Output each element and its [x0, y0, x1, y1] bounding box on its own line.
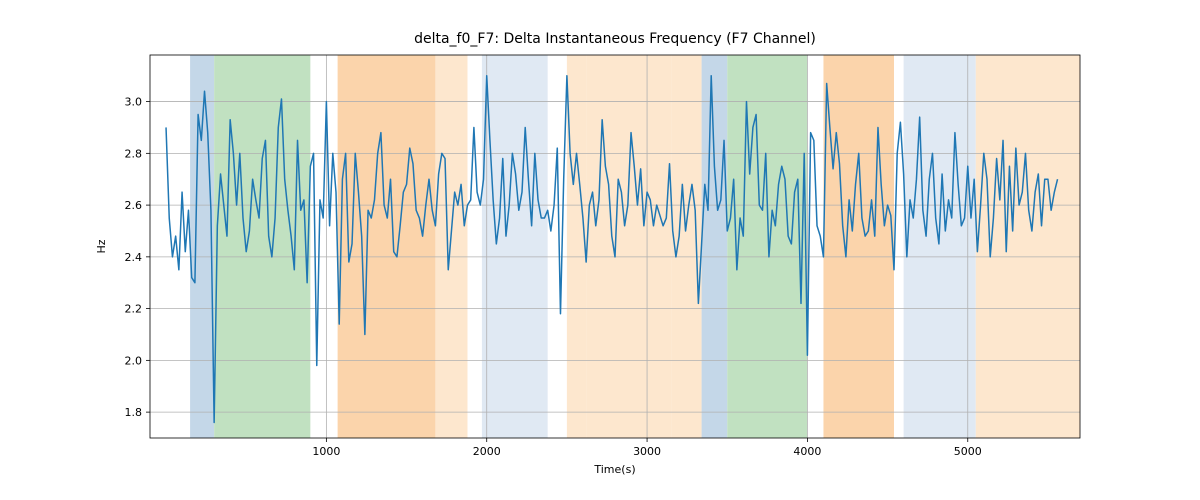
region [567, 55, 586, 438]
y-tick-label: 2.4 [125, 251, 143, 264]
y-tick-label: 2.0 [125, 354, 143, 367]
y-tick-label: 2.6 [125, 199, 143, 212]
y-axis-label: Hz [95, 239, 108, 253]
region [904, 55, 976, 438]
x-tick-label: 3000 [633, 445, 661, 458]
y-tick-label: 2.2 [125, 303, 143, 316]
x-tick-label: 4000 [793, 445, 821, 458]
region [823, 55, 894, 438]
region [435, 55, 467, 438]
region [190, 55, 214, 438]
region [214, 55, 310, 438]
x-tick-label: 1000 [312, 445, 340, 458]
region [482, 55, 548, 438]
x-tick-label: 5000 [954, 445, 982, 458]
region [586, 55, 671, 438]
y-tick-label: 1.8 [125, 406, 143, 419]
chart-title: delta_f0_F7: Delta Instantaneous Frequen… [414, 31, 816, 47]
chart-svg: 1000 2000 3000 4000 5000 1.8 2.0 2.2 2.4 2.6 2.8 3… [0, 0, 1200, 500]
region [702, 55, 728, 438]
x-axis-label: Time(s) [593, 463, 635, 476]
region [727, 55, 807, 438]
y-tick-label: 2.8 [125, 147, 143, 160]
x-tick-label: 2000 [473, 445, 501, 458]
chart-container: 1000 2000 3000 4000 5000 1.8 2.0 2.2 2.4 2.6 2.8 3… [0, 0, 1200, 500]
y-tick-label: 3.0 [125, 96, 143, 109]
